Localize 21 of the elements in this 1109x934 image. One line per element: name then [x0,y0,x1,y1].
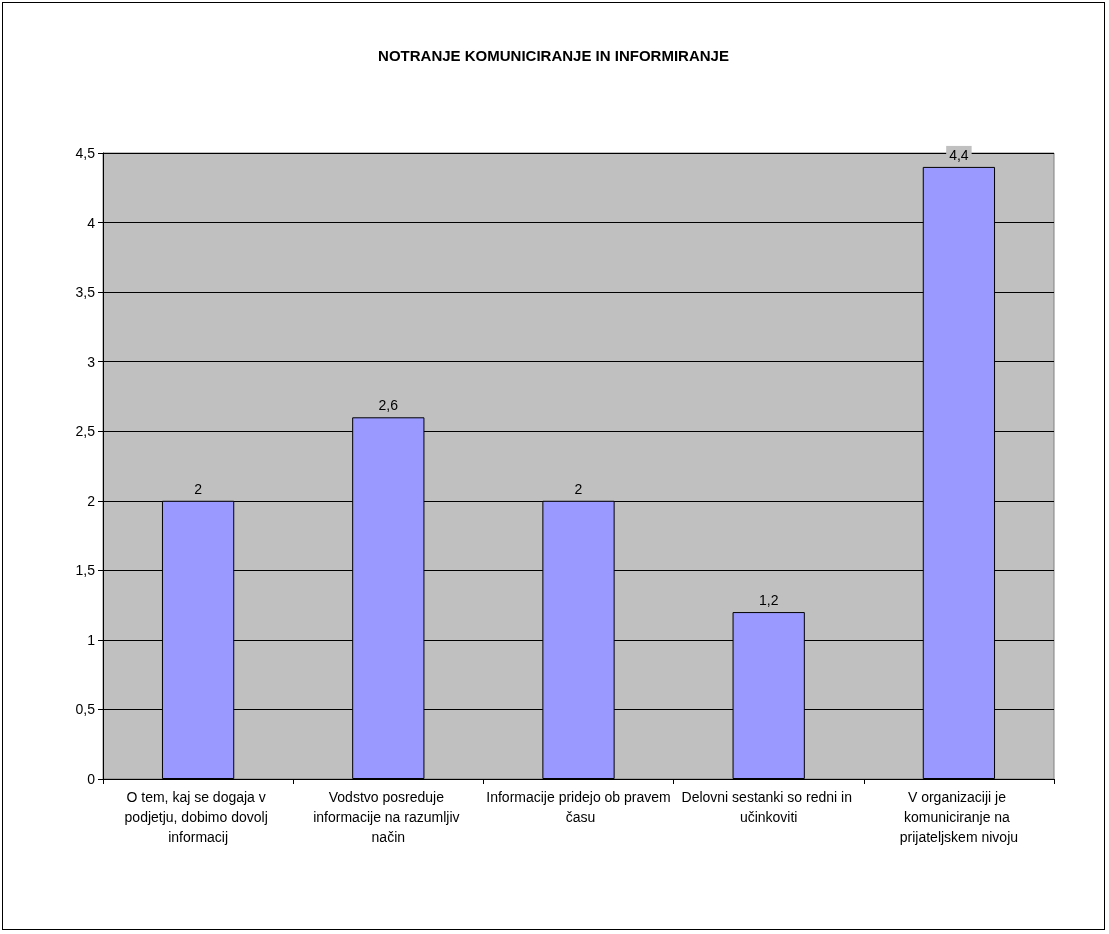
x-tick-label: Informacije pridejo ob pravem času [486,789,671,825]
y-tick-label: 1 [87,631,96,648]
x-tick-label: Vodstvo posreduje informacije na razumljiv način [313,789,464,845]
data-label: 4,4 [949,146,969,163]
x-tick-label: V organizaciji je komuniciranje na prijateljskem nivoju [899,789,1019,845]
data-label: 2,6 [378,397,399,414]
y-tick-label: 2 [87,492,96,509]
y-tick-label: 3 [87,353,96,370]
data-label: 2 [194,480,203,497]
x-tick-label: O tem, kaj se dogaja v podjetju, dobimo dovolj informacij [124,789,272,845]
x-tick-label: Delovni sestanki so redni in učinkoviti [681,789,856,825]
y-tick-label: 2,5 [75,423,96,440]
chart-title: NOTRANJE KOMUNICIRANJE IN INFORMIRANJE [378,47,729,64]
y-tick-label: 4,5 [75,145,96,161]
data-label: 2 [574,480,583,497]
y-tick-label: 3,5 [75,284,96,301]
y-tick-label: 0,5 [75,701,96,718]
y-tick-label: 4 [87,214,96,231]
y-tick-label: 0 [87,771,96,787]
y-tick-label: 1,5 [75,562,96,579]
data-label: 1,2 [758,592,779,609]
